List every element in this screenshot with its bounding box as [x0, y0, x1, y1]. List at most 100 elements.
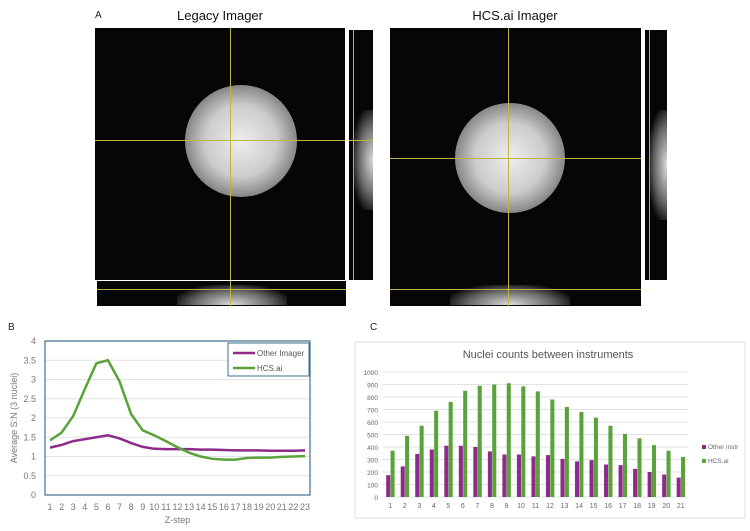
x-tick-label: 23 [300, 502, 310, 512]
x-tick-label: 11 [161, 502, 170, 512]
y-tick-label: 100 [367, 483, 378, 490]
x-tick-label: 13 [561, 503, 569, 510]
panel-c-label: C [370, 322, 378, 333]
x-tick-label: 9 [140, 502, 145, 512]
bar-hcs-ai [637, 438, 642, 497]
y-tick-label: 200 [367, 470, 378, 477]
legend-box [227, 342, 310, 377]
y-tick-label: 1000 [364, 370, 379, 377]
x-tick-label: 12 [546, 503, 554, 510]
bar-hcs-ai [405, 435, 410, 497]
x-tick-label: 7 [475, 503, 479, 510]
bar-other-instr [575, 461, 580, 497]
bar-hcs-ai [463, 390, 468, 497]
y-tick-label: 4 [31, 336, 36, 346]
y-tick-label: 0 [374, 495, 378, 502]
y-tick-label: 0.5 [23, 471, 36, 481]
legacy-imager-title: Legacy Imager [177, 8, 263, 23]
x-tick-label: 2 [403, 503, 407, 510]
bar-other-instr [502, 454, 507, 497]
x-tick-label: 21 [277, 502, 287, 512]
x-tick-label: 2 [59, 502, 64, 512]
x-tick-label: 19 [254, 502, 264, 512]
y-tick-label: 3 [31, 375, 36, 385]
y-tick-label: 1.5 [23, 432, 36, 442]
y-tick-label: 300 [367, 458, 378, 465]
x-tick-label: 4 [432, 503, 436, 510]
x-tick-label: 15 [207, 502, 217, 512]
bar-other-instr [400, 466, 405, 497]
x-tick-label: 19 [648, 503, 656, 510]
x-tick-label: 22 [288, 502, 298, 512]
x-tick-label: 3 [71, 502, 76, 512]
x-tick-label: 6 [105, 502, 110, 512]
x-tick-label: 15 [590, 503, 598, 510]
bar-other-instr [633, 468, 638, 497]
x-tick-label: 21 [677, 503, 685, 510]
series-line-hcs-ai [49, 358, 306, 461]
bar-hcs-ai [419, 425, 424, 497]
bar-other-instr [560, 458, 565, 497]
panel-a-label: A [95, 10, 102, 21]
y-tick-label: 400 [367, 445, 378, 452]
x-tick-label: 7 [117, 502, 122, 512]
bar-other-instr [429, 449, 434, 497]
y-tick-label: 600 [367, 420, 378, 427]
bar-other-instr [415, 453, 420, 497]
x-tick-label: 16 [219, 502, 229, 512]
x-tick-label: 1 [388, 503, 392, 510]
x-tick-label: 4 [82, 502, 87, 512]
chart-b-line: 00.511.522.533.541 2 3 4 5 6 7 8 9 10 11 12 13 14 15 16… [9, 336, 311, 525]
bar-other-instr [444, 445, 449, 497]
y-tick-label: 1 [31, 452, 36, 462]
chart-title: Nuclei counts between instruments [463, 349, 634, 361]
legend-label: Other instr [708, 444, 739, 451]
x-tick-label: 5 [446, 503, 450, 510]
x-tick-label: 16 [604, 503, 612, 510]
y-tick-label: 2 [31, 413, 36, 423]
bar-hcs-ai [492, 384, 497, 497]
legend-label: HCS.ai [708, 458, 729, 465]
x-tick-label: 13 [184, 502, 194, 512]
bar-other-instr [647, 472, 652, 497]
panel-b-label: B [8, 322, 15, 333]
x-tick-label: 10 [517, 503, 525, 510]
hcs-xy-image [390, 28, 641, 281]
bar-hcs-ai [390, 450, 395, 497]
y-tick-label: 3.5 [23, 355, 36, 365]
bar-other-instr [545, 455, 551, 497]
plot-border [44, 340, 311, 496]
x-tick-label: 10 [149, 502, 159, 512]
x-tick-label: 20 [265, 502, 275, 512]
hcs-yz-image [645, 30, 667, 280]
legend-label: Other Imager [257, 349, 304, 358]
legacy-xz-image [97, 281, 346, 306]
bar-other-instr [662, 474, 667, 497]
bar-hcs-ai [593, 417, 598, 497]
legend-swatch [702, 445, 706, 449]
bar-hcs-ai [477, 385, 482, 497]
x-tick-label: 18 [633, 503, 641, 510]
bar-hcs-ai [681, 457, 686, 497]
x-tick-label: 17 [619, 503, 627, 510]
y-tick-label: 800 [367, 395, 378, 402]
bar-hcs-ai [666, 450, 671, 497]
bar-hcs-ai [651, 445, 657, 497]
x-tick-label: 14 [575, 503, 583, 510]
bar-hcs-ai [622, 433, 627, 497]
bar-other-instr [473, 447, 478, 497]
series-line-other-imager [49, 434, 306, 452]
bar-other-instr [516, 454, 521, 497]
x-tick-label: 17 [230, 502, 240, 512]
legend-swatch [702, 459, 706, 463]
x-tick-label: 20 [662, 503, 670, 510]
x-tick-label: 8 [129, 502, 134, 512]
bar-other-instr [604, 464, 609, 497]
bar-hcs-ai [434, 410, 439, 497]
y-tick-label: 2.5 [23, 394, 36, 404]
legacy-yz-image [349, 30, 373, 280]
legacy-xy-image [95, 28, 345, 280]
x-tick-label: 5 [94, 502, 99, 512]
legend-label: HCS.ai [257, 364, 283, 373]
